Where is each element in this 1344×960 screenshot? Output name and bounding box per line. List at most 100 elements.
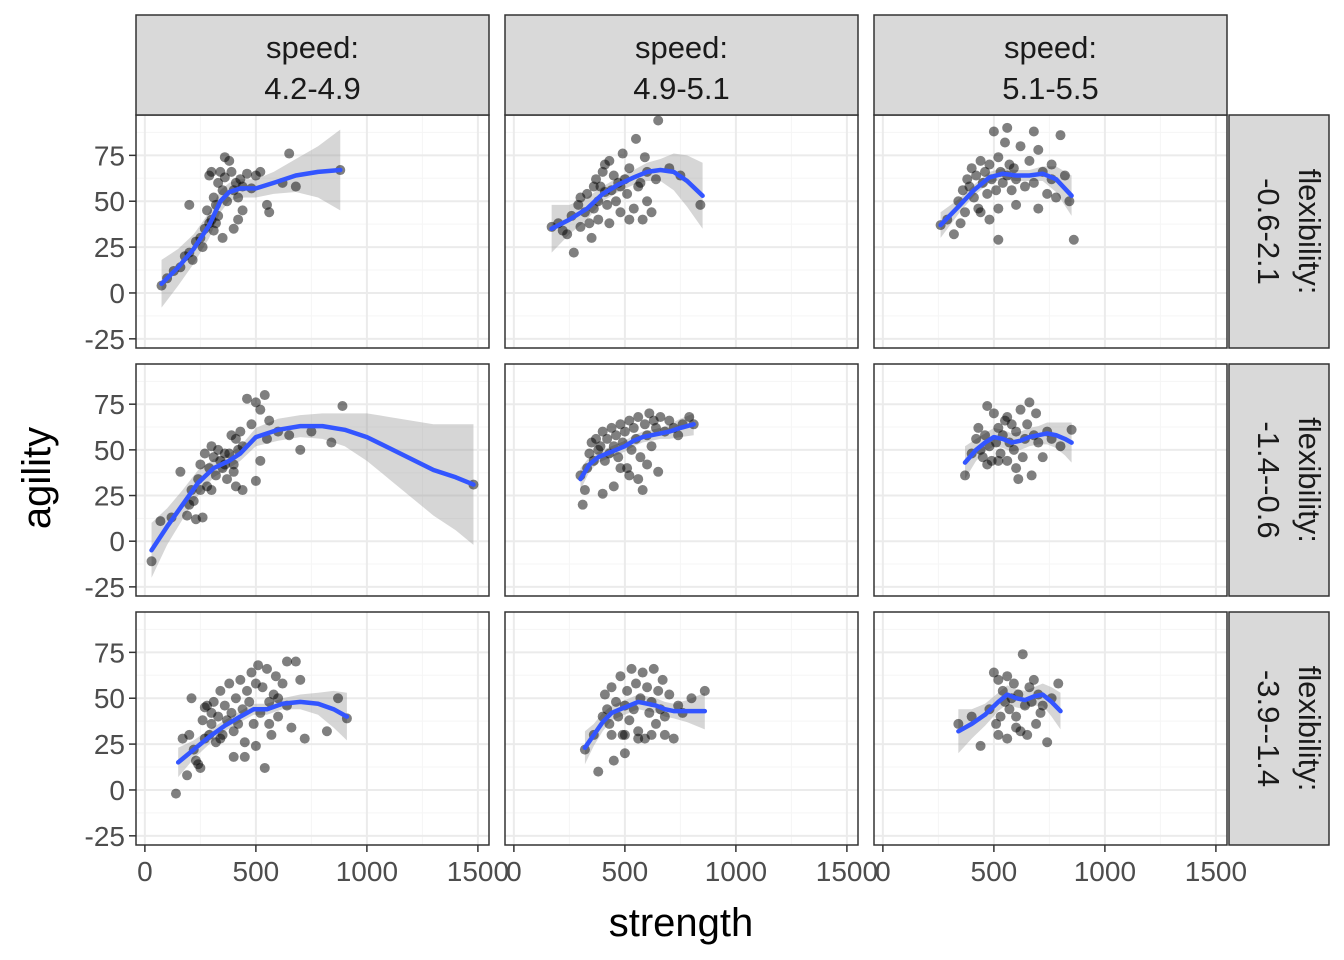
data-point: [1031, 408, 1042, 419]
data-point: [295, 674, 306, 685]
col-strip-label-line1: speed:: [266, 30, 359, 65]
data-point: [1033, 203, 1044, 214]
data-point: [202, 205, 213, 216]
panel-r1-c1: [504, 363, 859, 597]
data-point: [290, 656, 301, 667]
data-point: [1006, 419, 1017, 430]
data-point: [579, 485, 590, 496]
data-point: [599, 159, 610, 170]
x-tick-label: 1000: [1074, 856, 1136, 887]
panel-r0-c0: [135, 114, 490, 349]
panel-r0-c2: [873, 114, 1228, 349]
x-tick-label: 1500: [447, 856, 509, 887]
data-point: [599, 689, 610, 700]
data-point: [210, 470, 221, 481]
row-strip-label-line2: -0.6-2.1: [1251, 178, 1286, 285]
panel-content: [156, 129, 346, 308]
data-point: [222, 474, 233, 485]
data-point: [295, 444, 306, 455]
data-point: [226, 707, 237, 718]
data-point: [215, 685, 226, 696]
col-strip-label-line1: speed:: [635, 30, 728, 65]
smooth-line: [582, 699, 708, 751]
data-point: [993, 674, 1004, 685]
data-point: [653, 115, 664, 126]
data-point: [664, 415, 675, 426]
panel-grid: [135, 114, 1228, 846]
panel-content: [575, 408, 699, 510]
data-point: [1053, 678, 1064, 689]
y-tick-label: 50: [94, 186, 125, 217]
data-point: [1051, 192, 1062, 203]
data-point: [628, 422, 639, 433]
data-point: [242, 168, 253, 179]
data-point: [653, 466, 664, 477]
data-point: [1002, 733, 1013, 744]
y-tick-label: 0: [109, 526, 125, 557]
panel-content: [960, 397, 1077, 485]
data-point: [228, 223, 239, 234]
data-point: [644, 408, 655, 419]
data-point: [622, 685, 633, 696]
data-point: [264, 718, 275, 729]
data-point: [577, 499, 588, 510]
data-point: [239, 737, 250, 748]
data-point: [1031, 718, 1042, 729]
data-point: [624, 415, 635, 426]
data-point: [993, 203, 1004, 214]
data-point: [228, 466, 239, 477]
data-point: [977, 452, 988, 463]
data-point: [617, 148, 628, 159]
data-point: [993, 422, 1004, 433]
data-point: [1011, 722, 1022, 733]
data-point: [208, 225, 219, 236]
data-point: [1006, 185, 1017, 196]
data-point: [1017, 649, 1028, 660]
smooth-line: [159, 167, 343, 287]
data-point: [615, 463, 626, 474]
data-point: [199, 702, 210, 713]
panel-content: [579, 663, 710, 777]
data-point: [1055, 130, 1066, 141]
y-tick-label: 50: [94, 435, 125, 466]
data-point: [266, 729, 277, 740]
data-point: [982, 188, 993, 199]
panel-content: [146, 390, 479, 578]
data-point: [642, 196, 653, 207]
data-point: [224, 678, 235, 689]
data-point: [326, 437, 337, 448]
data-point: [255, 166, 266, 177]
data-point: [586, 232, 597, 243]
data-point: [206, 485, 217, 496]
y-tick-label: -25: [85, 324, 125, 355]
smooth-line: [549, 167, 705, 231]
x-tick-label: 500: [602, 856, 649, 887]
data-point: [630, 678, 641, 689]
data-point: [237, 205, 248, 216]
data-point: [208, 696, 219, 707]
data-point: [686, 693, 697, 704]
data-point: [984, 214, 995, 225]
data-point: [619, 729, 630, 740]
y-tick-label: 0: [109, 775, 125, 806]
data-point: [228, 726, 239, 737]
data-point: [673, 700, 684, 711]
data-point: [606, 729, 617, 740]
data-point: [250, 740, 261, 751]
data-point: [608, 481, 619, 492]
data-point: [984, 159, 995, 170]
data-point: [619, 426, 630, 437]
data-point: [993, 152, 1004, 163]
panel-r2-c1: [504, 611, 859, 846]
data-point: [988, 667, 999, 678]
data-point: [575, 192, 586, 203]
data-point: [1002, 411, 1013, 422]
data-point: [1011, 426, 1022, 437]
data-point: [684, 411, 695, 422]
data-point: [650, 174, 661, 185]
data-point: [1028, 126, 1039, 137]
data-point: [175, 466, 186, 477]
row-strip-label: flexibility:-1.4--0.6: [1251, 417, 1327, 543]
data-point: [673, 430, 684, 441]
row-strip-label-line2: -1.4--0.6: [1251, 421, 1286, 538]
